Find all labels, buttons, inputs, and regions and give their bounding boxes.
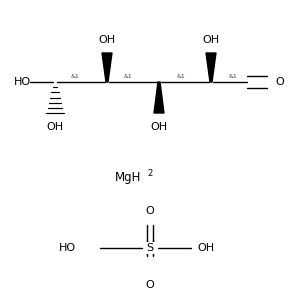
Text: OH: OH [46,122,64,132]
Text: &1: &1 [229,73,237,79]
Text: S: S [146,243,154,253]
Text: MgH: MgH [115,172,141,185]
Polygon shape [102,53,112,82]
Text: OH: OH [197,243,214,253]
Text: &1: &1 [70,73,80,79]
Text: OH: OH [202,35,220,45]
Text: HO: HO [14,77,31,87]
Text: &1: &1 [124,73,132,79]
Text: O: O [146,206,154,216]
Text: O: O [275,77,284,87]
Polygon shape [154,82,164,113]
Text: &1: &1 [177,73,185,79]
Text: HO: HO [59,243,76,253]
Text: O: O [146,280,154,290]
Text: OH: OH [98,35,116,45]
Text: 2: 2 [147,169,152,178]
Text: OH: OH [150,122,168,132]
Polygon shape [206,53,216,82]
